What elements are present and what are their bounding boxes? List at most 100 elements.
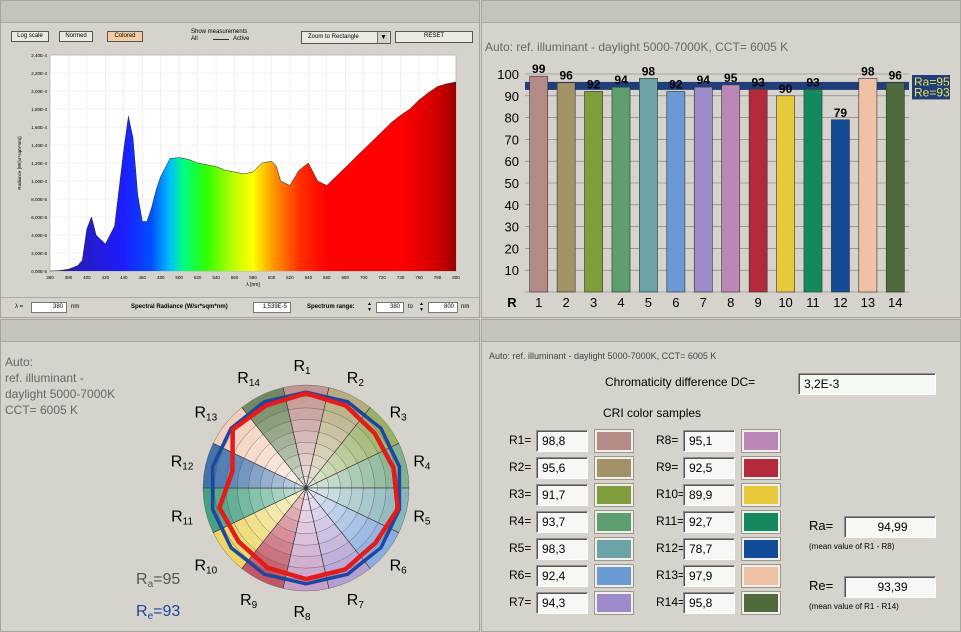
table-header: Auto: ref. illuminant - daylight 5000-70… <box>489 351 717 361</box>
sample-color-swatch <box>742 457 780 479</box>
active-label[interactable]: Active <box>233 36 250 42</box>
cri-bar-category-label: 12 <box>833 295 847 310</box>
cri-bar-category-label: 5 <box>645 295 652 310</box>
spectrum-y-tick-label: 1,80E-4 <box>31 107 47 112</box>
sample-value-field[interactable]: 95,8 <box>683 592 735 614</box>
sample-label: R9= <box>656 460 679 474</box>
spectrum-x-axis-label: λ [nm] <box>246 282 260 288</box>
show-measurements-label: Show measurements <box>191 29 248 35</box>
bar-y-tick-label: 30 <box>505 220 519 235</box>
spectrum-line <box>49 81 457 272</box>
sample-value-field[interactable]: 95,1 <box>683 430 735 452</box>
sample-label: R5= <box>509 541 532 555</box>
dc-field[interactable]: 3,2E-3 <box>798 373 936 395</box>
spectrum-y-tick-label: 2,20E-4 <box>31 71 47 76</box>
spectrum-x-tick-label: 440 <box>120 275 128 280</box>
radiance-field[interactable]: 1,539E-5 <box>253 302 291 313</box>
cri-bar-value-label: 93 <box>806 75 820 89</box>
sample-label: R1= <box>509 433 532 447</box>
sample-color-swatch <box>595 430 633 452</box>
polar-spoke <box>213 443 307 489</box>
log-scale-button[interactable]: Log scale <box>11 31 49 42</box>
cri-bar-category-label: 7 <box>700 295 707 310</box>
sample-value-field[interactable]: 78,7 <box>683 538 735 560</box>
sample-value-field[interactable]: 92,4 <box>536 565 588 587</box>
cri-bar-category-label: 6 <box>672 295 679 310</box>
sample-value-field[interactable]: 98,3 <box>536 538 588 560</box>
zoom-dropdown[interactable]: Zoom to Rectangle ▼ <box>301 31 391 44</box>
polar-axis-label: R8 <box>293 604 311 623</box>
bar-y-tick-label: 90 <box>505 89 519 104</box>
range-from-field[interactable]: 380 <box>376 302 404 313</box>
polar-axis-label: R12 <box>171 454 194 473</box>
sample-value-field[interactable]: 93,7 <box>536 511 588 533</box>
sample-value-field[interactable]: 92,5 <box>683 457 735 479</box>
polar-auto-line-4: CCT= 6005 K <box>5 403 79 417</box>
spectrum-x-tick-label: 400 <box>83 275 91 280</box>
range-to-field[interactable]: 800 <box>428 302 458 313</box>
measurements-toggle[interactable] <box>213 39 229 42</box>
range-from-stepper[interactable]: ▲ ▼ <box>367 301 372 313</box>
bar-y-tick-label: 100 <box>497 67 519 82</box>
spectrum-x-tick-label: 800 <box>452 275 460 280</box>
cri-bar-value-label: 92 <box>587 77 601 91</box>
sample-color-swatch <box>742 484 780 506</box>
lambda-field[interactable]: 380 <box>31 302 67 313</box>
chevron-down-icon[interactable]: ▼ <box>377 32 389 43</box>
sample-value-field[interactable]: 98,8 <box>536 430 588 452</box>
sample-color-swatch <box>742 592 780 614</box>
sample-value-field[interactable]: 89,9 <box>683 484 735 506</box>
spectrum-x-tick-label: 380 <box>65 275 73 280</box>
normed-button[interactable]: Normed <box>59 31 93 42</box>
bar-y-tick-label: 60 <box>505 154 519 169</box>
spectrum-x-tick-label: 760 <box>415 275 423 280</box>
cri-bar <box>639 78 658 293</box>
colored-button[interactable]: Colored <box>107 31 143 42</box>
bar-y-tick-label: 70 <box>505 132 519 147</box>
spectrum-area <box>50 82 456 271</box>
spectrum-x-tick-label: 520 <box>194 275 202 280</box>
sample-value-field[interactable]: 97,9 <box>683 565 735 587</box>
sample-color-swatch <box>595 511 633 533</box>
range-to-stepper[interactable]: ▲ ▼ <box>419 301 424 313</box>
spectrum-chart[interactable]: 0,00E-5 2,00E-5 4,00E-5 6,00E-5 8,00E-5 1,00E… <box>1 45 479 307</box>
spectrum-x-tick-label: 680 <box>342 275 350 280</box>
polar-axis-label: R6 <box>390 558 408 577</box>
sample-value-field[interactable]: 92,7 <box>683 511 735 533</box>
bar-y-tick-label: 50 <box>505 176 519 191</box>
cri-bar-value-label: 98 <box>642 64 656 78</box>
all-label[interactable]: All <box>191 36 198 42</box>
to-label: to <box>408 304 414 310</box>
cri-samples-title: CRI color samples <box>603 406 702 420</box>
cri-bar-category-label: 14 <box>888 295 902 310</box>
spectrum-y-tick-label: 2,00E-4 <box>31 89 47 94</box>
spectrum-panel-titlebar <box>1 1 479 23</box>
ra-note: (mean value of R1 - R8) <box>809 542 895 551</box>
reset-button[interactable]: RESET <box>395 31 473 43</box>
ra-field[interactable]: 94,99 <box>844 516 936 538</box>
cri-bar <box>831 119 850 293</box>
cri-bar-category-label: 9 <box>755 295 762 310</box>
sample-value-field[interactable]: 91,7 <box>536 484 588 506</box>
spectrum-y-tick-label: 2,00E-5 <box>31 251 47 256</box>
re-field[interactable]: 93,39 <box>844 576 936 598</box>
spectrum-x-tick-label: 460 <box>139 275 147 280</box>
r-axis-label: R <box>507 295 517 310</box>
cri-polar-panel-titlebar <box>1 320 479 342</box>
cri-bar <box>584 91 603 293</box>
cri-bar <box>748 88 768 293</box>
dc-label: Chromaticity difference DC= <box>605 375 756 389</box>
cri-bar <box>803 88 823 293</box>
sample-color-swatch <box>595 457 633 479</box>
spectrum-y-axis-label: Radiance [W/(sr*sqm*nm)] <box>17 136 22 189</box>
polar-axis-label: R4 <box>413 454 431 473</box>
sample-value-field[interactable]: 95,6 <box>536 457 588 479</box>
bar-chart-header: Auto: ref. illuminant - daylight 5000-70… <box>485 40 789 54</box>
radiance-label: Spectral Radiance (W/sr*sqm*nm) <box>131 304 228 310</box>
nm-unit: nm <box>71 304 80 310</box>
bar-y-tick-label: 10 <box>505 263 519 278</box>
sample-value-field[interactable]: 94,3 <box>536 592 588 614</box>
cri-bar-category-label: 4 <box>617 295 624 310</box>
polar-spoke <box>305 487 330 589</box>
